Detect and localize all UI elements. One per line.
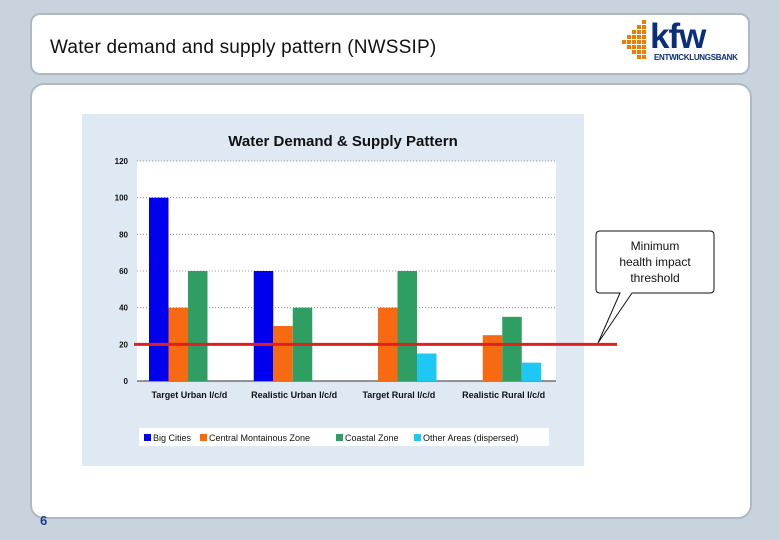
bar	[188, 271, 208, 381]
chart-title: Water Demand & Supply Pattern	[228, 133, 457, 150]
kfw-logo: kfw ENTWICKLUNGSBANK	[620, 15, 740, 67]
category-label: Target Rural l/c/d	[362, 390, 435, 400]
legend-label: Central Montainous Zone	[209, 433, 310, 443]
y-tick-label: 120	[115, 157, 129, 166]
category-label: Realistic Urban l/c/d	[251, 390, 337, 400]
y-tick-label: 0	[124, 377, 129, 386]
bar	[417, 353, 437, 381]
bar	[273, 326, 293, 381]
bar	[502, 316, 522, 381]
y-tick-label: 40	[119, 304, 128, 313]
bar	[521, 362, 542, 381]
bar	[292, 307, 313, 381]
legend-swatch	[200, 434, 207, 441]
bar	[168, 307, 188, 381]
water-demand-chart: Water Demand & Supply Pattern 0 20 40 60 80 10…	[82, 114, 584, 466]
legend-label: Other Areas (dispersed)	[423, 433, 519, 443]
bar	[253, 271, 274, 381]
y-tick-label: 20	[119, 340, 128, 349]
category-label: Realistic Rural l/c/d	[462, 390, 545, 400]
legend-box	[139, 428, 549, 446]
logo-wordmark: kfw	[650, 17, 706, 56]
bar	[378, 307, 398, 381]
logo-dot-grid-icon	[622, 20, 646, 59]
legend-swatch	[144, 434, 151, 441]
legend-label: Coastal Zone	[345, 433, 399, 443]
legend-label: Big Cities	[153, 433, 192, 443]
legend-swatch	[414, 434, 421, 441]
page-number: 6	[40, 513, 48, 528]
category-label: Target Urban l/c/d	[151, 390, 227, 400]
bar	[397, 271, 417, 381]
y-tick-label: 60	[119, 267, 128, 276]
y-tick-label: 100	[115, 194, 129, 203]
legend-swatch	[336, 434, 343, 441]
slide-title: Water demand and supply pattern (NWSSIP)	[50, 37, 437, 58]
bar	[149, 197, 169, 381]
bar	[482, 335, 503, 381]
y-tick-label: 80	[119, 230, 128, 239]
logo-subtitle: ENTWICKLUNGSBANK	[654, 53, 738, 62]
